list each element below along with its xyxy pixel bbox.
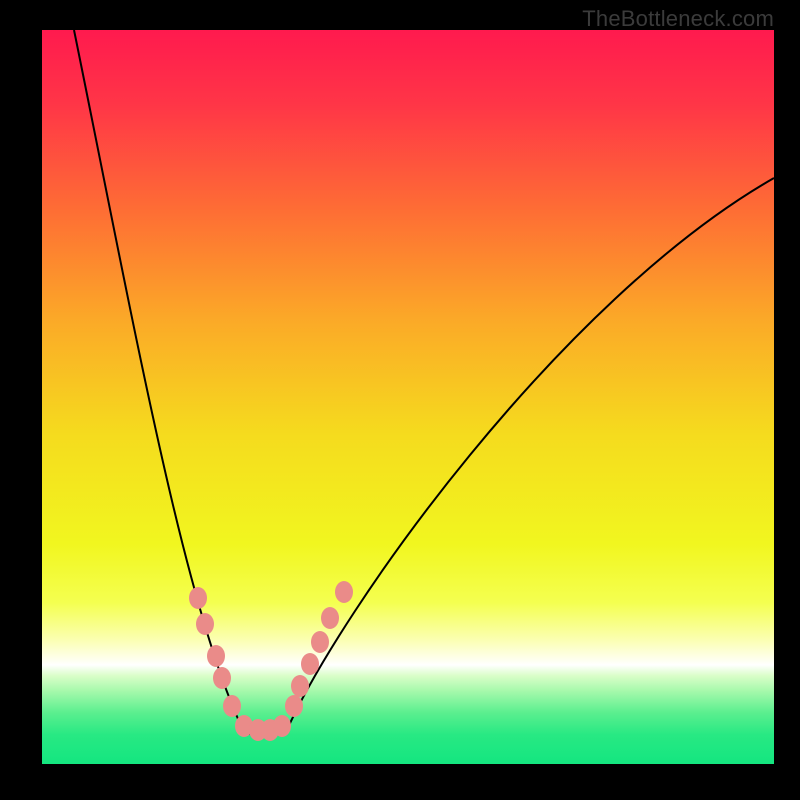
- data-marker: [311, 631, 329, 653]
- curve-layer: [0, 0, 800, 800]
- data-marker: [223, 695, 241, 717]
- data-marker: [321, 607, 339, 629]
- marker-group: [189, 581, 353, 741]
- data-marker: [273, 715, 291, 737]
- bottleneck-curve: [286, 178, 774, 732]
- data-marker: [335, 581, 353, 603]
- data-marker: [189, 587, 207, 609]
- watermark-text: TheBottleneck.com: [582, 6, 774, 32]
- data-marker: [285, 695, 303, 717]
- data-marker: [301, 653, 319, 675]
- data-marker: [196, 613, 214, 635]
- bottleneck-curve: [74, 30, 244, 732]
- data-marker: [207, 645, 225, 667]
- data-marker: [213, 667, 231, 689]
- data-marker: [291, 675, 309, 697]
- chart-container: TheBottleneck.com: [0, 0, 800, 800]
